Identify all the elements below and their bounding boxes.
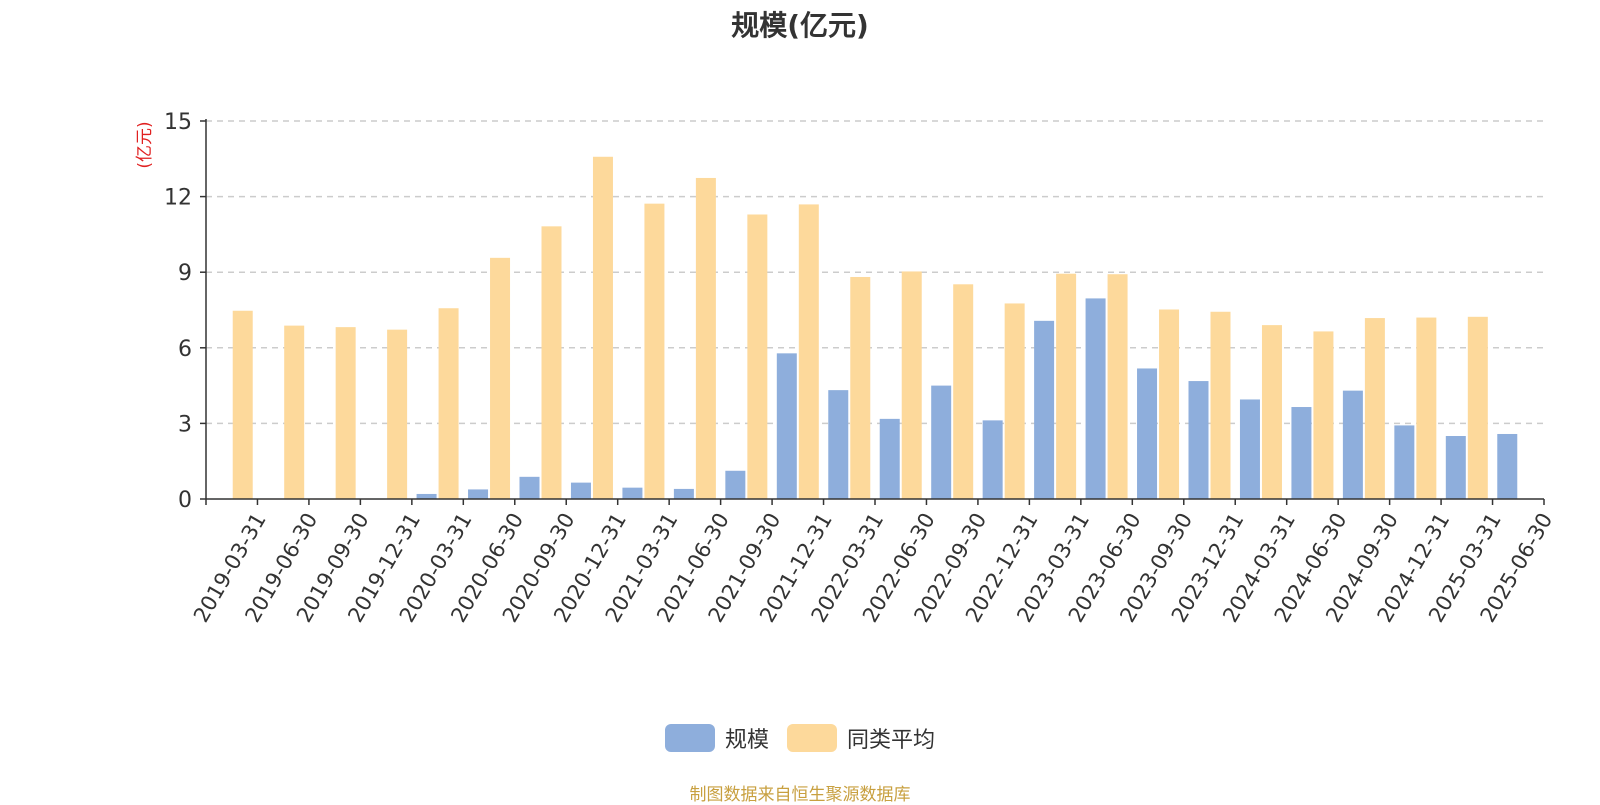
bar-scale (828, 390, 849, 499)
legend-item-peer-average[interactable]: 同类平均 (787, 722, 935, 754)
y-tick-label: 3 (178, 412, 192, 437)
legend: 规模 同类平均 (0, 722, 1600, 754)
bar-scale (673, 488, 694, 499)
chart-title: 规模(亿元) (731, 9, 869, 42)
bar-scale (776, 353, 797, 499)
bar-peer-average (644, 203, 665, 499)
bar-scale (1034, 320, 1055, 499)
bar-scale (725, 470, 746, 499)
bar-peer-average (1056, 273, 1077, 499)
bar-peer-average (592, 156, 613, 499)
bar-scale (1445, 436, 1466, 499)
bar-peer-average (1261, 325, 1282, 499)
y-tick-label: 6 (178, 337, 192, 362)
bar-scale (468, 489, 489, 499)
bar-scale (931, 385, 952, 499)
bar-scale (1291, 407, 1312, 499)
bar-peer-average (953, 284, 974, 499)
y-tick-label: 12 (164, 186, 192, 211)
legend-swatch-scale (664, 724, 715, 752)
bar-peer-average (850, 276, 871, 499)
bar-peer-average (1416, 317, 1437, 499)
bar-peer-average (490, 257, 511, 499)
legend-label-scale: 规模 (724, 728, 769, 753)
bar-peer-average (1467, 316, 1488, 499)
bar-scale (1497, 433, 1518, 499)
bar-peer-average (747, 214, 768, 499)
bar-scale (416, 493, 437, 499)
bar-peer-average (1364, 318, 1385, 499)
bar-scale (1085, 298, 1106, 499)
bar-peer-average (335, 327, 356, 499)
bar-peer-average (1004, 303, 1025, 499)
bar-peer-average (541, 226, 562, 499)
y-tick-label: 0 (178, 488, 192, 513)
source-note: 制图数据来自恒生聚源数据库 (689, 785, 911, 805)
bar-peer-average (438, 308, 459, 499)
bar-scale (622, 487, 643, 499)
bar-scale (1342, 390, 1363, 499)
bar-scale (1394, 425, 1415, 499)
y-tick-label: 9 (178, 261, 192, 286)
bar-peer-average (901, 271, 922, 499)
bar-peer-average (1313, 331, 1334, 499)
bar-scale (1188, 381, 1209, 499)
y-tick-label: 15 (164, 110, 192, 135)
bar-peer-average (798, 204, 819, 500)
bar-scale (1137, 368, 1158, 499)
legend-item-scale[interactable]: 规模 (664, 722, 769, 754)
bar-scale (1239, 399, 1260, 499)
bars (210, 156, 1518, 500)
bar-scale (982, 420, 1003, 499)
bar-peer-average (232, 310, 253, 499)
bar-scale (570, 482, 591, 499)
bar-scale (879, 418, 900, 499)
bar-peer-average (1210, 311, 1231, 499)
bar-peer-average (695, 177, 716, 499)
bar-scale (519, 476, 540, 499)
legend-swatch-peer-average (787, 724, 837, 752)
bar-peer-average (387, 329, 408, 499)
bar-peer-average (284, 325, 305, 499)
y-axis-label: (亿元) (135, 121, 155, 168)
bar-peer-average (1159, 309, 1180, 499)
legend-label-peer-average: 同类平均 (847, 728, 936, 753)
bar-peer-average (1107, 274, 1128, 499)
